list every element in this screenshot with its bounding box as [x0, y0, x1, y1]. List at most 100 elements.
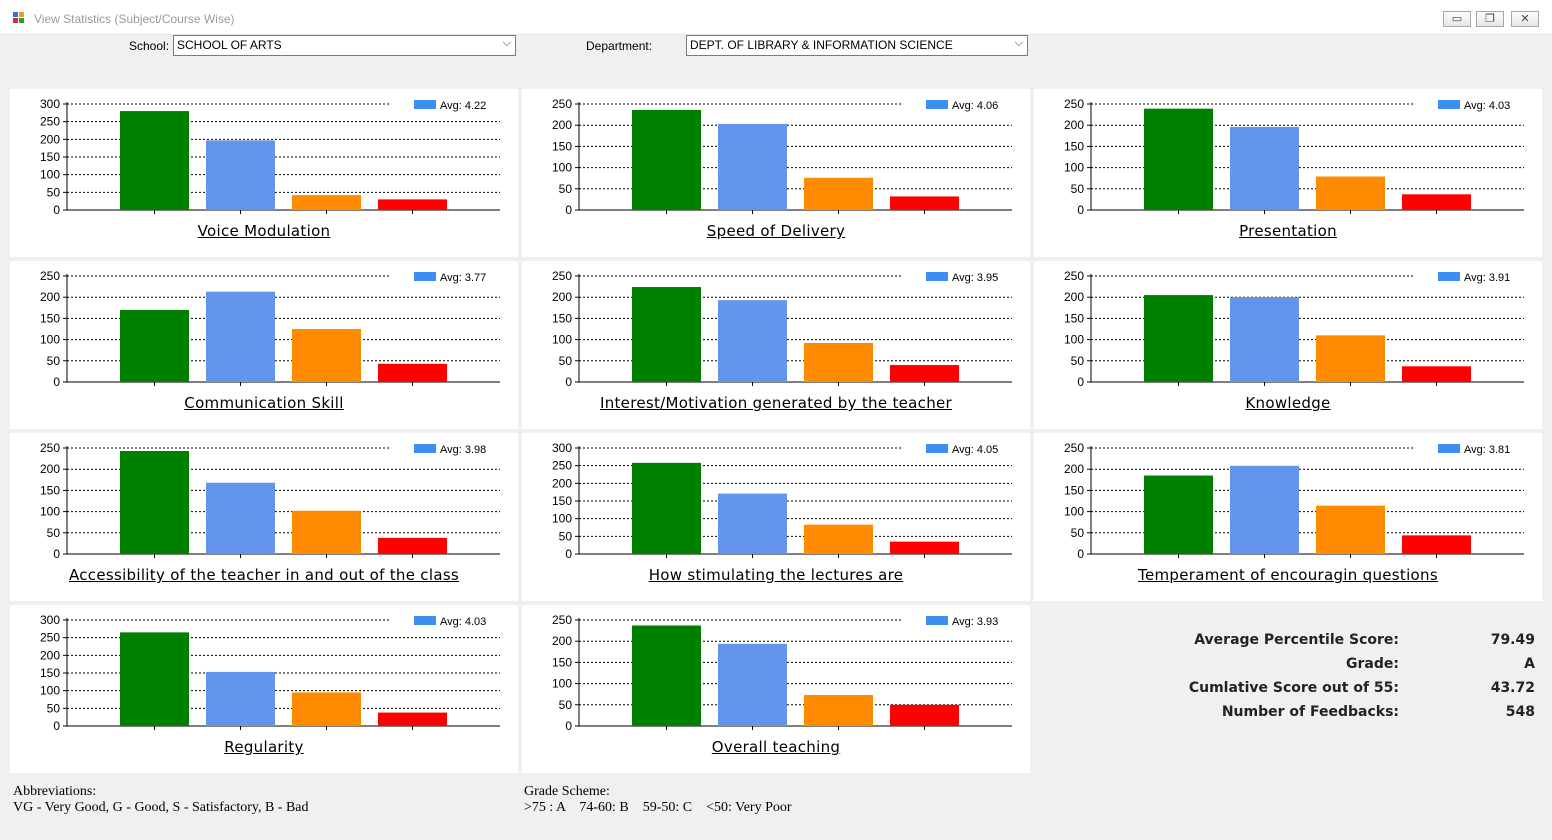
- y-tick-label: 250: [552, 613, 572, 627]
- summary-value: 79.49: [1490, 632, 1535, 648]
- abbreviations-title: Abbreviations:: [13, 784, 97, 799]
- school-select-value: SCHOOL OF ARTS: [177, 38, 282, 52]
- bar-b: [1402, 366, 1471, 382]
- bar-g: [206, 671, 275, 726]
- legend-label: Avg: 4.05: [952, 444, 998, 456]
- legend-label: Avg: 4.22: [440, 100, 486, 112]
- y-tick-label: 50: [559, 698, 573, 712]
- y-tick-label: 250: [552, 97, 572, 111]
- bar-b: [378, 537, 447, 554]
- legend-swatch: [414, 444, 436, 453]
- y-tick-label: 300: [552, 441, 572, 455]
- bar-s: [1316, 505, 1385, 554]
- chart-title: Communication Skill: [184, 394, 344, 412]
- abbreviations-note: Abbreviations: VG - Very Good, G - Good,…: [13, 784, 309, 816]
- bar-s: [292, 329, 361, 382]
- bar-g: [718, 493, 787, 554]
- y-tick-label: 0: [53, 203, 60, 217]
- y-tick-label: 300: [40, 613, 60, 627]
- y-tick-label: 0: [1077, 375, 1084, 389]
- grade-scheme-text: >75 : A 74-60: B 59-50: C <50: Very Poor: [524, 800, 792, 815]
- chart-title: Accessibility of the teacher in and out …: [68, 566, 460, 584]
- bar-vg: [120, 111, 189, 210]
- y-tick-label: 250: [552, 269, 572, 283]
- y-tick-label: 200: [1064, 290, 1084, 304]
- chevron-down-icon[interactable]: ⌵: [1014, 37, 1023, 49]
- legend-swatch: [1438, 444, 1460, 453]
- y-tick-label: 150: [1064, 311, 1084, 325]
- bar-s: [292, 692, 361, 726]
- bar-vg: [632, 109, 701, 210]
- grade-scheme-note: Grade Scheme: >75 : A 74-60: B 59-50: C …: [524, 784, 792, 816]
- legend-swatch: [414, 100, 436, 109]
- bar-vg: [1144, 475, 1213, 554]
- bar-vg: [1144, 295, 1213, 382]
- bar-b: [378, 712, 447, 726]
- bar-g: [206, 291, 275, 382]
- bar-chart: 050100150200250VGGSBAvg: 3.91: [1064, 269, 1524, 389]
- chart-panel: 050100150200250VGGSBAvg: 3.77Communicati…: [10, 261, 518, 429]
- summary-label: Grade:: [1346, 656, 1399, 672]
- chart-title: Presentation: [1239, 222, 1337, 240]
- minimize-button[interactable]: ▭: [1443, 11, 1471, 27]
- legend-label: Avg: 4.03: [440, 616, 486, 628]
- bar-g: [718, 300, 787, 382]
- chart-panel: 050100150200250VGGSBAvg: 3.81Temperament…: [1034, 433, 1542, 601]
- y-tick-label: 200: [40, 462, 60, 476]
- chevron-down-icon[interactable]: ⌵: [502, 37, 511, 49]
- y-tick-label: 50: [47, 526, 61, 540]
- y-tick-label: 200: [552, 476, 572, 490]
- chart-panel: 050100150200250300VGGSBAvg: 4.03Regulari…: [10, 605, 518, 773]
- bar-b: [378, 363, 447, 382]
- y-tick-label: 200: [1064, 462, 1084, 476]
- bar-g: [1230, 297, 1299, 382]
- y-tick-label: 150: [40, 150, 60, 164]
- y-tick-label: 100: [1064, 161, 1084, 175]
- chart-panel: 050100150200250VGGSBAvg: 3.95Interest/Mo…: [522, 261, 1030, 429]
- y-tick-label: 0: [53, 375, 60, 389]
- legend-swatch: [1438, 100, 1460, 109]
- chart-title: Knowledge: [1245, 394, 1331, 412]
- y-tick-label: 50: [1071, 354, 1085, 368]
- legend-label: Avg: 3.93: [952, 616, 998, 628]
- bar-b: [1402, 535, 1471, 554]
- bar-b: [1402, 194, 1471, 210]
- legend-swatch: [926, 616, 948, 625]
- y-tick-label: 100: [40, 684, 60, 698]
- restore-button[interactable]: ❐: [1476, 11, 1504, 27]
- y-tick-label: 200: [40, 648, 60, 662]
- school-select[interactable]: SCHOOL OF ARTS ⌵: [173, 35, 516, 56]
- app-icon: [13, 12, 24, 23]
- legend-swatch: [414, 616, 436, 625]
- y-tick-label: 0: [565, 375, 572, 389]
- legend-swatch: [926, 444, 948, 453]
- legend-label: Avg: 3.77: [440, 272, 486, 284]
- y-tick-label: 200: [40, 132, 60, 146]
- department-select[interactable]: DEPT. OF LIBRARY & INFORMATION SCIENCE ⌵: [686, 35, 1028, 56]
- chart-panel: 050100150200250VGGSBAvg: 4.03Presentatio…: [1034, 89, 1542, 257]
- y-tick-label: 150: [40, 666, 60, 680]
- y-tick-label: 50: [559, 354, 573, 368]
- y-tick-label: 100: [40, 333, 60, 347]
- summary-value: 43.72: [1490, 680, 1535, 696]
- y-tick-label: 50: [1071, 182, 1085, 196]
- y-tick-label: 150: [552, 494, 572, 508]
- chart-title: Speed of Delivery: [706, 222, 846, 240]
- bar-chart: 050100150200250VGGSBAvg: 3.95: [552, 269, 1012, 389]
- bar-g: [718, 123, 787, 210]
- bar-vg: [632, 462, 701, 554]
- bar-s: [804, 524, 873, 554]
- chart-title: Voice Modulation: [197, 222, 331, 240]
- bar-chart: 050100150200250VGGSBAvg: 4.03: [1064, 97, 1524, 217]
- chart-panel: 050100150200250VGGSBAvg: 3.98Accessibili…: [10, 433, 518, 601]
- y-tick-label: 0: [565, 547, 572, 561]
- y-tick-label: 100: [40, 505, 60, 519]
- y-tick-label: 100: [552, 161, 572, 175]
- bar-chart: 050100150200250300VGGSBAvg: 4.22: [40, 97, 500, 217]
- y-tick-label: 100: [552, 333, 572, 347]
- close-button[interactable]: ✕: [1511, 11, 1539, 27]
- bar-g: [206, 140, 275, 210]
- y-tick-label: 100: [1064, 333, 1084, 347]
